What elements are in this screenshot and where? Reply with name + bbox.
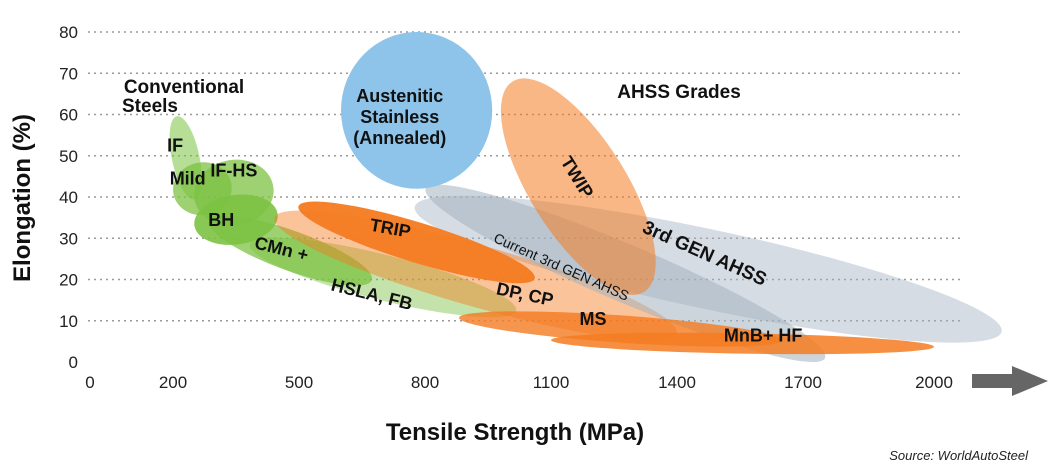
- label-austenitic-line: Austenitic: [356, 86, 443, 106]
- x-tick-label: 1400: [658, 373, 696, 392]
- label-ms: MS: [580, 309, 607, 329]
- x-tick-label: 500: [285, 373, 313, 392]
- group-label-ahss: AHSS Grades: [617, 82, 741, 103]
- y-tick-label: 70: [59, 64, 78, 83]
- y-tick-label: 30: [59, 229, 78, 248]
- x-axis-ticks: 0 200 500 800 1100 1400 1700 2000: [85, 373, 953, 392]
- label-austenitic-line: Stainless: [360, 107, 439, 127]
- label-if-hs: IF-HS: [210, 160, 257, 180]
- x-tick-label: 800: [411, 373, 439, 392]
- label-if: IF: [167, 136, 183, 156]
- x-tick-label: 1700: [784, 373, 822, 392]
- x-axis-title: Tensile Strength (MPa): [386, 419, 644, 446]
- region-bh: [194, 194, 278, 245]
- group-label-conventional-2: Steels: [122, 96, 178, 117]
- region-austenitic-stainless-annealed: [341, 32, 493, 189]
- label-mnb-hf: MnB+ HF: [724, 325, 803, 345]
- region-mnb-hf: [551, 332, 934, 355]
- x-tick-label: 0: [85, 373, 94, 392]
- region-twip: [500, 78, 656, 295]
- y-tick-label: 40: [59, 188, 78, 207]
- regions: [169, 32, 1002, 363]
- group-label-conventional-1: Conventional: [124, 77, 244, 98]
- label-bh: BH: [208, 210, 234, 230]
- x-tick-label: 200: [159, 373, 187, 392]
- y-axis-ticks: 0 10 20 30 40 50 60 70 80: [59, 23, 78, 372]
- y-tick-label: 20: [59, 271, 78, 290]
- x-axis-arrow-icon: [972, 366, 1048, 396]
- y-tick-label: 80: [59, 23, 78, 42]
- y-tick-label: 60: [59, 106, 78, 125]
- region-trip: [298, 201, 535, 284]
- label-mild: Mild: [170, 169, 206, 189]
- source-note: Source: WorldAutoSteel: [889, 448, 1029, 463]
- x-tick-label: 1100: [533, 373, 570, 392]
- x-tick-label: 2000: [915, 373, 953, 392]
- y-axis-title: Elongation (%): [9, 114, 36, 282]
- label-austenitic-line: (Annealed): [353, 128, 446, 148]
- y-tick-label: 10: [59, 312, 78, 331]
- y-tick-label: 0: [69, 353, 78, 372]
- y-tick-label: 50: [59, 147, 78, 166]
